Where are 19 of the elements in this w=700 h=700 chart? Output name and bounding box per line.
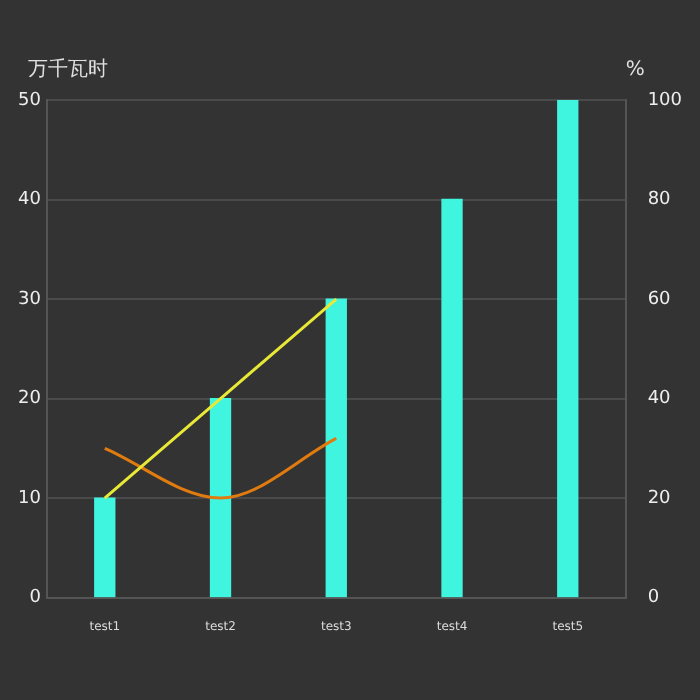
y2-axis-title: % bbox=[625, 59, 645, 82]
y2-tick-label: 40 bbox=[647, 389, 672, 410]
bar bbox=[209, 397, 232, 598]
y-tick-label: 30 bbox=[18, 289, 42, 310]
y-tick-label: 40 bbox=[18, 190, 42, 211]
y-axis-title: 万千瓦时 bbox=[28, 57, 108, 82]
y-tick-label: 50 bbox=[18, 90, 42, 111]
y2-tick-label: 0 bbox=[647, 588, 660, 609]
y-tick-label: 20 bbox=[18, 389, 42, 410]
y2-tick-label: 100 bbox=[647, 90, 683, 111]
bar bbox=[94, 497, 116, 598]
y-tick-label: 10 bbox=[18, 488, 42, 509]
y2-tick-label: 20 bbox=[647, 488, 672, 509]
bar bbox=[557, 100, 579, 598]
y-tick-label: 0 bbox=[29, 588, 42, 609]
bar bbox=[441, 198, 463, 598]
bar bbox=[325, 298, 347, 598]
y2-tick-label: 60 bbox=[647, 289, 672, 310]
y2-tick-label: 80 bbox=[647, 190, 672, 211]
